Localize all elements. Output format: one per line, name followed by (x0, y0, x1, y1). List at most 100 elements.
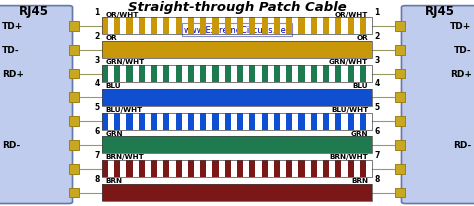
Bar (237, 113, 243, 130)
Bar (102, 113, 372, 130)
Bar (323, 160, 329, 177)
Text: TD+: TD+ (450, 22, 472, 31)
Bar (102, 42, 372, 59)
Text: Straight-through Patch Cable: Straight-through Patch Cable (128, 1, 346, 14)
Bar (212, 160, 219, 177)
Text: BLU/WHT: BLU/WHT (106, 106, 143, 112)
Bar (310, 113, 317, 130)
Text: TD+: TD+ (2, 22, 24, 31)
Bar (335, 113, 341, 130)
Bar (360, 18, 366, 35)
Text: GRN: GRN (351, 130, 368, 136)
Bar (360, 113, 366, 130)
Bar (139, 18, 145, 35)
Bar (286, 66, 292, 83)
Bar (102, 18, 372, 35)
Bar (175, 113, 182, 130)
Text: TD-: TD- (2, 46, 20, 55)
Bar (249, 160, 255, 177)
Text: BRN/WHT: BRN/WHT (106, 154, 145, 160)
Bar (225, 113, 231, 130)
Text: 3: 3 (374, 55, 380, 64)
Text: BRN/WHT: BRN/WHT (329, 154, 368, 160)
Bar (274, 18, 280, 35)
Bar (102, 137, 372, 154)
Bar (225, 160, 231, 177)
Bar (102, 89, 372, 106)
Bar (102, 113, 372, 130)
Text: 7: 7 (94, 150, 100, 159)
Bar (395, 22, 405, 32)
Bar (347, 113, 354, 130)
Bar (299, 18, 304, 35)
Bar (299, 160, 304, 177)
Text: BLU/WHT: BLU/WHT (331, 106, 368, 112)
Bar (102, 184, 372, 201)
Bar (286, 18, 292, 35)
Bar (102, 89, 372, 106)
Bar (286, 160, 292, 177)
Bar (114, 113, 120, 130)
Text: BLU: BLU (353, 83, 368, 89)
Text: RD-: RD- (2, 141, 21, 150)
Bar (212, 18, 219, 35)
Bar (102, 184, 372, 201)
Bar (262, 66, 268, 83)
Bar (200, 160, 206, 177)
Bar (127, 18, 133, 35)
Bar (69, 69, 79, 79)
Bar (69, 188, 79, 197)
Text: GRN: GRN (106, 130, 123, 136)
Bar (310, 18, 317, 35)
Bar (175, 66, 182, 83)
Bar (102, 160, 372, 177)
Bar (237, 18, 243, 35)
Bar (102, 160, 108, 177)
Bar (164, 66, 170, 83)
FancyBboxPatch shape (401, 7, 474, 204)
Bar (102, 66, 372, 83)
Bar (323, 18, 329, 35)
Text: 5: 5 (374, 103, 380, 112)
Bar (188, 113, 194, 130)
Bar (262, 18, 268, 35)
Text: 5: 5 (94, 103, 100, 112)
Bar (69, 164, 79, 174)
Bar (102, 42, 372, 59)
Bar (127, 113, 133, 130)
Bar (151, 66, 157, 83)
Text: BLU: BLU (106, 83, 121, 89)
Bar (395, 93, 405, 103)
Bar (310, 66, 317, 83)
Text: www.ExtremeCircuits.net: www.ExtremeCircuits.net (184, 26, 290, 35)
Bar (114, 18, 120, 35)
Text: RJ45: RJ45 (425, 5, 455, 18)
Bar (262, 160, 268, 177)
Bar (286, 113, 292, 130)
Bar (395, 188, 405, 197)
Bar (395, 117, 405, 126)
Text: RD+: RD+ (2, 70, 24, 79)
Bar (395, 164, 405, 174)
Text: RD-: RD- (453, 141, 472, 150)
Bar (69, 46, 79, 55)
Bar (102, 113, 108, 130)
Text: 2: 2 (374, 32, 380, 41)
Bar (225, 18, 231, 35)
Text: 7: 7 (374, 150, 380, 159)
Bar (360, 66, 366, 83)
Text: OR: OR (106, 35, 118, 41)
Bar (188, 66, 194, 83)
Text: BRN: BRN (351, 177, 368, 183)
Bar (212, 113, 219, 130)
Text: 8: 8 (94, 174, 100, 183)
Text: 8: 8 (374, 174, 380, 183)
Text: GRN/WHT: GRN/WHT (329, 59, 368, 65)
Bar (127, 160, 133, 177)
Bar (175, 18, 182, 35)
Bar (102, 18, 108, 35)
Bar (274, 66, 280, 83)
Text: TD-: TD- (454, 46, 472, 55)
Bar (212, 66, 219, 83)
Bar (347, 160, 354, 177)
